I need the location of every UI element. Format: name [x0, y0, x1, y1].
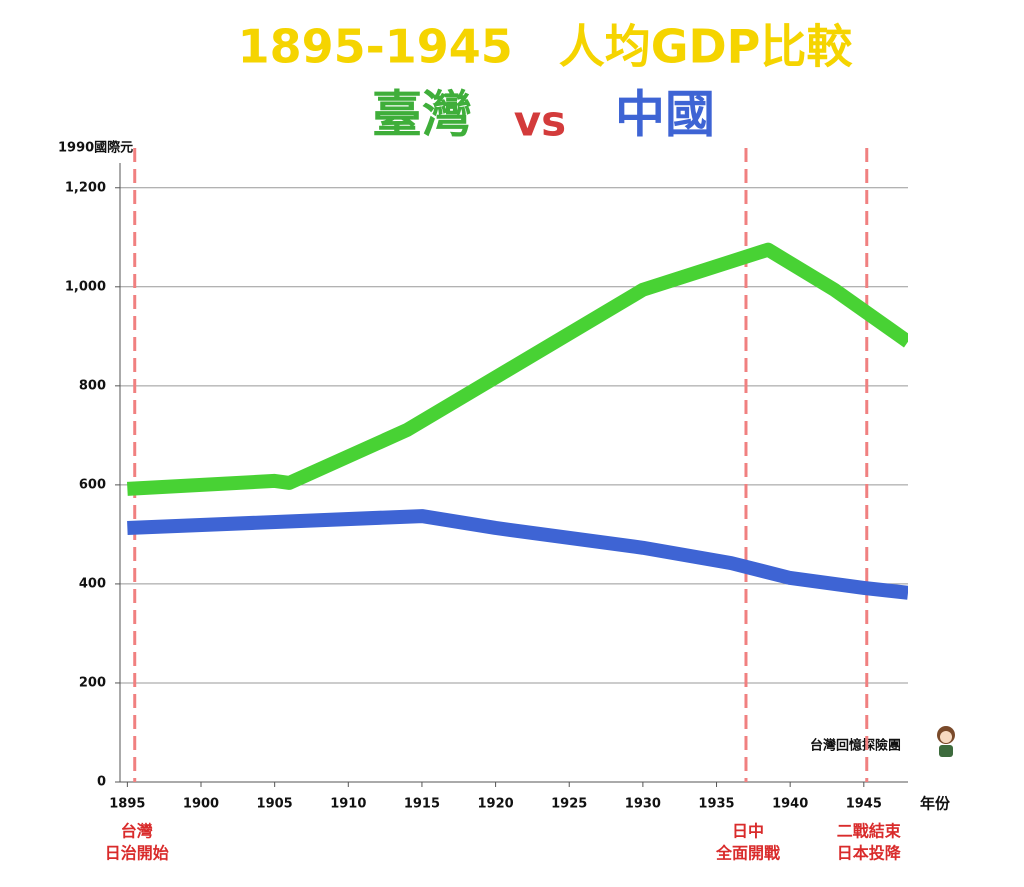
mascot-icon [937, 726, 955, 757]
series-line [127, 509, 908, 600]
watermark: 台灣回憶探險團 [810, 738, 901, 754]
x-axis-label: 年份 [920, 795, 951, 813]
annotation: 台灣 [121, 822, 153, 841]
y-tick-label: 200 [79, 675, 106, 690]
legend-entry: 臺灣 [372, 86, 472, 144]
y-tick-label: 1,000 [65, 279, 106, 294]
plot [126, 242, 908, 600]
y-tick-label: 600 [79, 477, 106, 492]
annotation: 日治開始 [105, 844, 169, 863]
x-tick-label: 1910 [330, 797, 366, 812]
annotation: 二戰結束 [837, 822, 902, 841]
x-tick-label: 1945 [846, 797, 882, 812]
x-tick-label: 1905 [257, 797, 293, 812]
y-tick-label: 400 [79, 576, 106, 591]
y-tick-label: 800 [79, 378, 106, 393]
annotation: 日本投降 [837, 844, 902, 863]
x-tick-label: 1900 [183, 797, 219, 812]
annotation: 全面開戰 [715, 844, 780, 863]
annotation: 日中 [732, 822, 764, 841]
chart-title: 1895-1945 人均GDP比較 [238, 20, 854, 74]
x-tick-label: 1940 [772, 797, 808, 812]
x-tick-label: 1935 [698, 797, 734, 812]
subtitle-separator: vs [514, 97, 566, 146]
x-tick-label: 1930 [625, 797, 661, 812]
series-line [126, 242, 908, 496]
x-tick-label: 1895 [109, 797, 145, 812]
y-tick-label: 0 [97, 775, 106, 790]
x-tick-label: 1915 [404, 797, 440, 812]
x-tick-label: 1925 [551, 797, 587, 812]
x-tick-label: 1920 [477, 797, 513, 812]
y-tick-label: 1,200 [65, 180, 106, 195]
y-axis-label: 1990國際元 [58, 140, 133, 156]
legend-entry: 中國 [615, 86, 715, 144]
